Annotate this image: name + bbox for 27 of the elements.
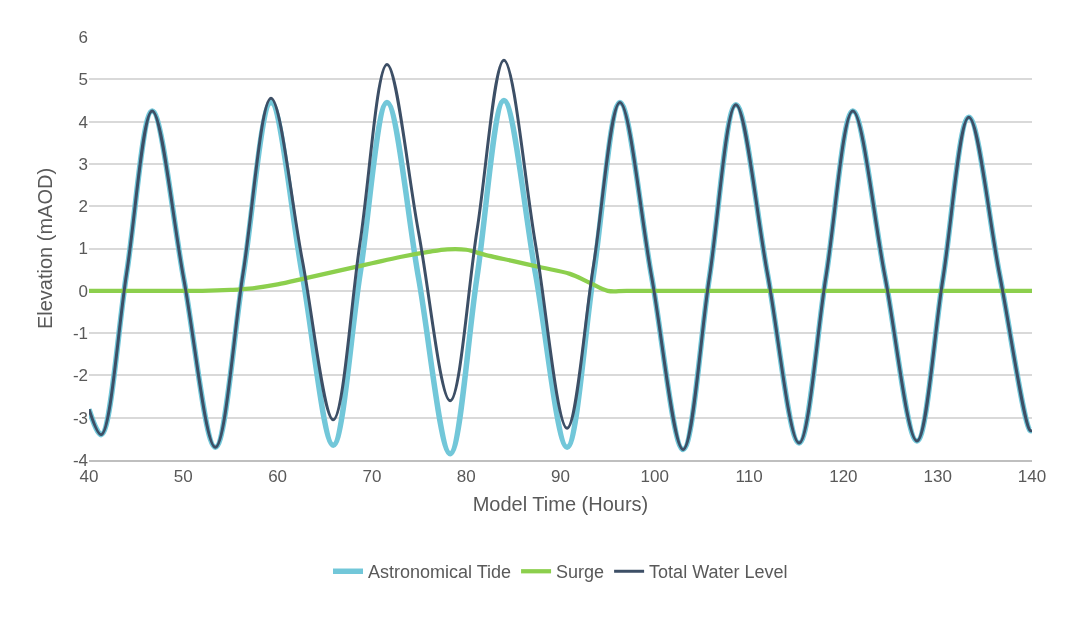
y-axis-title: Elevation (mAOD)	[34, 167, 57, 330]
y-tick-label: -1	[72, 324, 88, 344]
y-tick-label: 3	[78, 154, 88, 174]
y-tick-label: 1	[78, 239, 88, 259]
x-tick-label: 120	[829, 467, 858, 487]
y-tick-label: -3	[72, 408, 88, 428]
y-tick-label: 4	[78, 112, 88, 132]
x-tick-label: 130	[923, 467, 952, 487]
y-tick-label: -4	[72, 450, 88, 470]
x-tick-label: 100	[640, 467, 669, 487]
x-axis-title: Model Time (Hours)	[472, 493, 649, 516]
x-tick-label: 90	[551, 467, 570, 487]
x-tick-label: 140	[1017, 467, 1047, 487]
x-tick-label: 110	[735, 467, 763, 487]
y-tick-label: 5	[78, 70, 88, 90]
legend-label: Surge	[556, 562, 605, 583]
y-tick-label: 2	[78, 197, 88, 217]
legend-label: Astronomical Tide	[368, 562, 512, 583]
x-tick-label: 40	[79, 467, 99, 487]
y-tick-label: 0	[78, 281, 88, 301]
x-tick-label: 60	[268, 467, 288, 487]
x-tick-label: 70	[362, 467, 382, 487]
y-tick-label: 6	[78, 27, 88, 47]
x-tick-label: 50	[173, 467, 193, 487]
y-tick-label: -2	[72, 366, 88, 386]
legend-label: Total Water Level	[649, 562, 788, 583]
x-tick-label: 80	[456, 467, 476, 487]
